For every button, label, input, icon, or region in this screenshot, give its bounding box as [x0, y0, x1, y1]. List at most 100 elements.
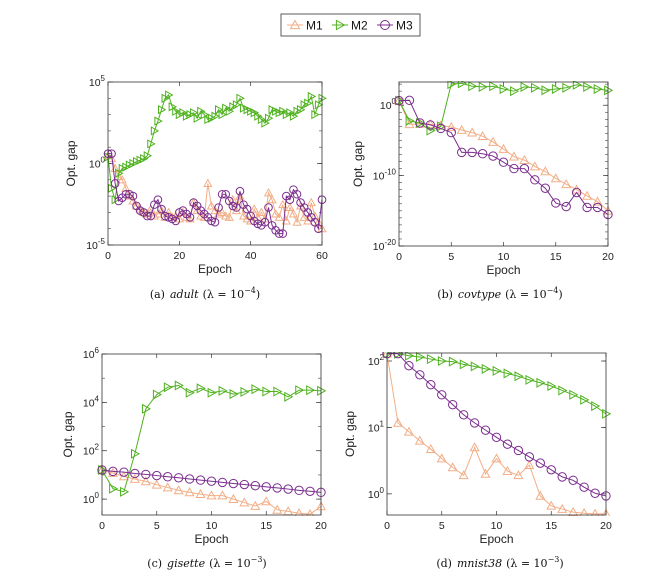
data-point-m2 — [120, 486, 130, 497]
data-point-m2 — [108, 183, 117, 193]
data-point-m3 — [551, 198, 561, 208]
data-point-m2 — [525, 374, 535, 385]
plot-frame — [398, 81, 609, 247]
data-point-m3 — [217, 477, 228, 488]
legend-marker-triangle-right-icon — [335, 19, 346, 31]
data-point-m2 — [551, 83, 561, 95]
caption-lambda: (λ = 10 — [209, 557, 250, 570]
data-point-m1 — [149, 211, 160, 220]
data-point-m2 — [150, 126, 160, 136]
data-point-m2 — [448, 356, 458, 367]
data-point-m3 — [426, 379, 436, 390]
data-point-m2 — [541, 85, 551, 96]
series-m3 — [394, 95, 613, 220]
y-axis-label: Opt. gap — [343, 411, 357, 457]
x-axis-label: Epoch — [479, 532, 513, 546]
data-point-m2 — [503, 368, 513, 379]
data-point-m3 — [108, 466, 118, 477]
series-line-m1 — [101, 469, 322, 515]
legend-marker-triangle-up-icon — [289, 19, 301, 30]
y-tick-base: 10 — [86, 240, 98, 252]
caption-dataset: adult — [170, 288, 199, 301]
series-m3 — [103, 149, 327, 238]
data-point-m1 — [224, 212, 234, 221]
data-point-m3 — [535, 458, 545, 468]
data-point-m3 — [195, 475, 206, 485]
x-tick-label: 60 — [316, 250, 328, 262]
data-point-m3 — [568, 475, 578, 485]
data-point-m1 — [195, 488, 206, 499]
data-point-m1 — [508, 151, 519, 161]
data-point-m3 — [153, 195, 163, 205]
data-point-m3 — [557, 472, 567, 482]
data-point-m3 — [540, 183, 550, 193]
data-point-m1 — [235, 191, 245, 200]
data-point-m2 — [383, 352, 393, 359]
data-point-m2 — [562, 82, 572, 93]
data-point-m1 — [162, 482, 173, 492]
data-point-m2 — [307, 91, 317, 102]
data-point-m1 — [228, 493, 239, 503]
data-point-m1 — [242, 214, 252, 223]
data-point-m2 — [211, 111, 220, 121]
data-point-m3 — [590, 488, 600, 498]
caption-label: (d) — [436, 557, 452, 570]
data-point-m2 — [604, 85, 614, 96]
subplot-caption: (d) mnist38 (λ = 10−3) — [436, 555, 563, 570]
plot-area — [399, 82, 608, 246]
data-point-m1 — [294, 508, 304, 516]
data-point-m2 — [426, 125, 436, 136]
data-point-m3 — [173, 473, 184, 483]
data-point-m1 — [458, 470, 469, 480]
data-point-m1 — [249, 204, 259, 213]
x-tick-label: 15 — [550, 251, 562, 263]
data-point-m3 — [228, 478, 239, 489]
data-point-m3 — [530, 175, 540, 185]
x-axis-label: Epoch — [486, 263, 520, 277]
data-point-m2 — [499, 83, 509, 95]
data-point-m1 — [550, 173, 561, 183]
data-point-m1 — [192, 205, 202, 215]
data-point-m2 — [207, 387, 217, 398]
data-point-m2 — [218, 385, 228, 396]
data-point-m2 — [147, 139, 156, 149]
y-tick-exponent: -5 — [98, 237, 106, 246]
y-tick-exponent: 0 — [101, 156, 106, 165]
legend-box — [280, 13, 421, 37]
data-point-m3 — [393, 352, 403, 359]
data-point-m1 — [601, 508, 611, 516]
data-point-m2 — [165, 90, 174, 100]
data-point-m2 — [547, 380, 557, 392]
data-point-m3 — [425, 120, 436, 130]
data-point-m1 — [540, 166, 551, 176]
y-tick-base: 10 — [83, 349, 95, 361]
data-point-m3 — [513, 445, 524, 456]
data-point-m3 — [250, 480, 261, 491]
y-tick-label: 10-5 — [86, 237, 105, 252]
y-tick-exponent: 0 — [95, 491, 100, 500]
data-point-m1 — [579, 508, 589, 516]
y-tick-label: 10-20 — [373, 238, 397, 253]
y-axis-label: Opt. gap — [61, 411, 75, 457]
caption-dataset: mnist38 — [457, 557, 502, 570]
y-tick-label: 102 — [83, 443, 100, 458]
data-point-m3 — [141, 469, 151, 480]
x-tick-label: 10 — [498, 251, 510, 263]
y-tick-base: 10 — [83, 446, 95, 458]
y-tick-base: 10 — [380, 100, 392, 112]
data-point-m2 — [395, 95, 405, 106]
x-axis-label: Epoch — [194, 532, 228, 546]
data-point-m1 — [488, 136, 499, 146]
data-point-m3 — [310, 217, 320, 227]
y-tick-base: 10 — [373, 241, 385, 253]
data-point-m1 — [480, 468, 491, 478]
caption-exponent: −4 — [547, 286, 559, 295]
x-tick-label: 20 — [602, 251, 614, 263]
data-point-m2 — [583, 81, 593, 92]
data-point-m3 — [217, 189, 227, 199]
data-point-m3 — [415, 118, 425, 128]
data-point-m1 — [278, 199, 288, 209]
data-point-m2 — [416, 117, 426, 129]
caption-lambda: (λ = 10 — [506, 557, 547, 570]
